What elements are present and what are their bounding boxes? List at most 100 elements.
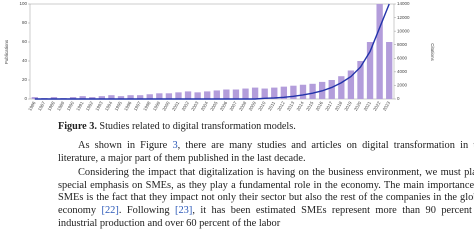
bar xyxy=(299,84,307,99)
x-tick-label: 1986 xyxy=(27,100,37,112)
x-tick-label: 2000 xyxy=(161,100,171,112)
x-tick-label: 1989 xyxy=(56,100,66,112)
y-tick-label: 80 xyxy=(22,20,28,25)
line xyxy=(34,3,390,100)
y-tick-label: 40 xyxy=(22,58,28,63)
bar xyxy=(117,96,125,99)
x-tick-label: 2019 xyxy=(343,100,353,112)
x-tick-label: 2014 xyxy=(296,100,306,112)
x-tick-label: 2002 xyxy=(181,100,191,112)
paragraph: As shown in Figure 3, there are many stu… xyxy=(58,140,474,165)
y2-tick-label: 0 xyxy=(397,96,400,101)
bar xyxy=(213,90,220,99)
x-tick-label: 1991 xyxy=(75,100,85,112)
x-tick-label: 1988 xyxy=(47,100,57,112)
x-tick-label: 1987 xyxy=(37,100,47,112)
caption-label: Figure 3. xyxy=(58,121,97,132)
x-tick-label: 2007 xyxy=(229,100,239,112)
x-tick-label: 2020 xyxy=(353,100,363,112)
x-tick-label: 2017 xyxy=(324,100,334,112)
x-tick-label: 1996 xyxy=(123,100,133,112)
bar xyxy=(127,95,134,99)
bar xyxy=(290,85,297,99)
y2-tick-label: 6000 xyxy=(397,55,408,60)
y-tick-label: 20 xyxy=(22,77,28,82)
bar xyxy=(280,86,288,99)
bar xyxy=(251,87,259,99)
x-tick-label: 2021 xyxy=(363,100,373,112)
y2-tick-label: 12000 xyxy=(397,15,410,20)
x-tick-label: 2009 xyxy=(248,100,258,112)
x-tick-label: 2018 xyxy=(334,100,344,112)
x-tick-label: 2005 xyxy=(209,100,219,112)
bar xyxy=(271,87,278,99)
y2-tick-label: 2000 xyxy=(397,83,408,88)
x-tick-label: 2004 xyxy=(200,100,210,112)
text-run: Considering the impact that digitalizati… xyxy=(58,167,474,216)
page: Publications Citations 0 20 40 60 80 100 0 2000… xyxy=(4,1,474,229)
y2-tick-label: 4000 xyxy=(397,69,408,74)
x-tick-label: 1990 xyxy=(66,100,76,112)
x-tick-label: 2001 xyxy=(171,100,181,112)
bar xyxy=(328,80,335,99)
x-tick-label: 1997 xyxy=(133,100,143,112)
figure-ref[interactable]: 3 xyxy=(172,140,178,151)
bar xyxy=(366,42,374,99)
x-tick-label: 1994 xyxy=(104,100,114,112)
x-tick-label: 1993 xyxy=(94,100,104,112)
bar xyxy=(165,93,173,99)
chart: Publications Citations 0 20 40 60 80 100 0 2000… xyxy=(4,1,435,112)
x-tick-label: 2003 xyxy=(190,100,200,112)
bar xyxy=(156,93,163,99)
bar xyxy=(69,97,77,99)
y-tick-label: 0 xyxy=(24,96,27,101)
y2-tick-label: 8000 xyxy=(397,42,408,47)
x-tick-label: 1999 xyxy=(152,100,162,112)
y2-axis-title: Citations xyxy=(430,43,435,61)
x-tick-label: 2008 xyxy=(238,100,248,112)
bar xyxy=(175,92,182,99)
text-run: As shown in Figure xyxy=(78,140,173,151)
bar xyxy=(347,70,355,99)
bar xyxy=(223,89,230,99)
bar xyxy=(338,76,345,99)
x-tick-label: 2022 xyxy=(372,100,382,112)
text-run: , there are many studies and articles on… xyxy=(58,140,474,164)
citation[interactable]: [22] xyxy=(101,204,119,216)
x-tick-label: 2006 xyxy=(219,100,229,112)
citation[interactable]: [23] xyxy=(175,204,193,216)
bar xyxy=(79,96,86,99)
bar xyxy=(136,95,144,99)
bar xyxy=(261,88,268,99)
y2-tick-label: 10000 xyxy=(397,28,410,33)
paragraph: Considering the impact that digitalizati… xyxy=(58,167,474,230)
bar xyxy=(194,92,201,99)
bar xyxy=(309,83,316,99)
bar xyxy=(386,42,393,99)
x-tick-label: 2013 xyxy=(286,100,296,112)
bar xyxy=(376,4,383,99)
bar xyxy=(146,94,153,99)
x-tick-label: 2011 xyxy=(267,100,276,111)
y2-tick-label: 14000 xyxy=(397,1,410,6)
bar xyxy=(232,89,240,99)
y-tick-label: 60 xyxy=(22,39,28,44)
y-tick-label: 100 xyxy=(19,1,27,6)
bar xyxy=(184,91,192,99)
x-tick-label: 2023 xyxy=(382,100,392,112)
x-tick-label: 2010 xyxy=(257,100,267,112)
y-axis-title: Publications xyxy=(4,39,9,64)
bar xyxy=(98,96,106,99)
text-run: , it has been estimated SMEs represent m… xyxy=(58,204,474,229)
bar xyxy=(31,97,38,99)
body-text: As shown in Figure 3, there are many stu… xyxy=(58,140,474,232)
x-tick-label: 2015 xyxy=(305,100,315,112)
bar xyxy=(89,97,96,99)
bar xyxy=(108,95,115,99)
caption-text: Studies related to digital transformatio… xyxy=(99,121,296,132)
bar xyxy=(50,97,58,99)
text-run: . Following xyxy=(118,204,175,216)
bar xyxy=(204,91,211,99)
x-tick-label: 2016 xyxy=(315,100,325,112)
x-tick-label: 1998 xyxy=(142,100,152,112)
